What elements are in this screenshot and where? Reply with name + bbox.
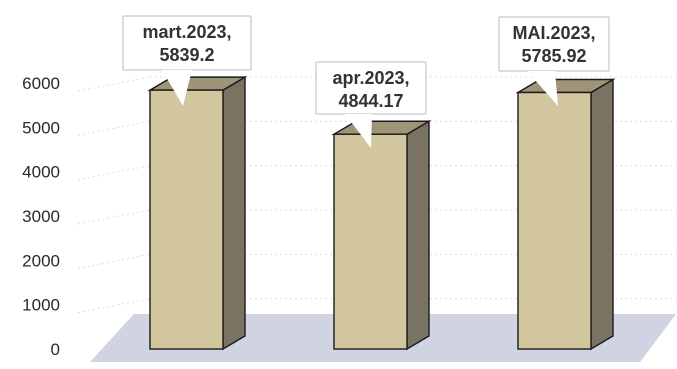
data-label-pointer-0 <box>162 70 192 106</box>
bar-side-2 <box>590 78 614 351</box>
data-label-category-2: MAI.2023, <box>512 23 595 43</box>
y-tick-label-3: 3000 <box>22 207 60 226</box>
data-label-value-1: 4844.17 <box>338 91 403 111</box>
bar-0 <box>149 89 224 350</box>
gridline-left-4 <box>77 165 151 181</box>
y-tick-label-2: 2000 <box>22 251 60 270</box>
gridline-left-5 <box>77 120 151 136</box>
data-label-category-1: apr.2023, <box>332 68 409 88</box>
bar-1 <box>333 133 408 350</box>
y-tick-label-6: 6000 <box>22 74 60 93</box>
bar-side-1 <box>406 120 430 351</box>
data-label-pointer-2 <box>527 71 558 106</box>
bar-2 <box>517 91 592 350</box>
bar-side-0 <box>222 75 246 351</box>
data-label-value-2: 5785.92 <box>521 46 586 66</box>
data-label-category-0: mart.2023, <box>142 22 231 42</box>
data-label-value-0: 5839.2 <box>159 45 214 65</box>
y-tick-label-0: 0 <box>51 340 60 359</box>
gridline-left-3 <box>77 209 151 225</box>
y-tick-label-1: 1000 <box>22 296 60 315</box>
y-tick-label-5: 5000 <box>22 118 60 137</box>
gridline-left-6 <box>77 76 151 92</box>
y-tick-label-4: 4000 <box>22 163 60 182</box>
gridline-left-1 <box>77 298 151 314</box>
gridline-left-2 <box>77 253 151 269</box>
data-label-pointer-1 <box>345 114 372 148</box>
